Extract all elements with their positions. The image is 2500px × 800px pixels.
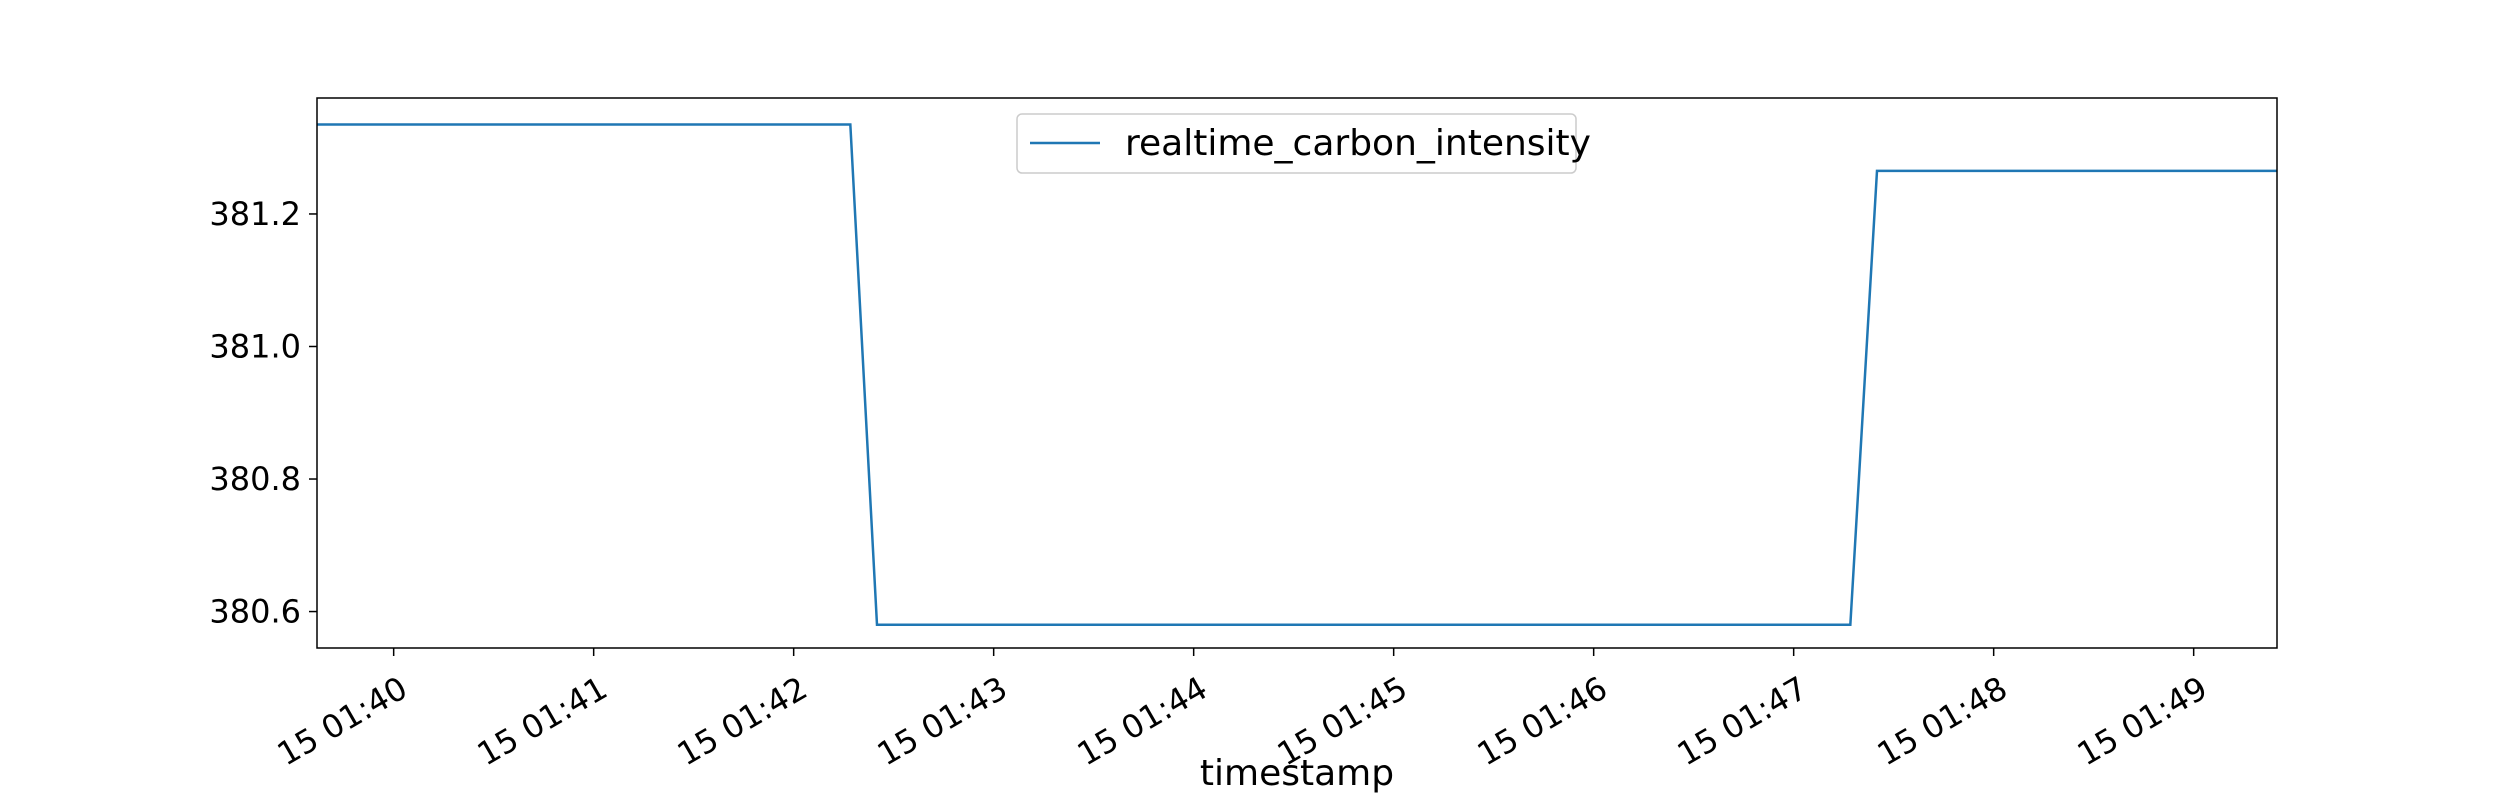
series-line-0 [317, 123, 2277, 627]
y-tick-label: 381.0 [209, 327, 301, 365]
y-tick-label: 380.6 [209, 593, 301, 631]
plot-frame [316, 97, 2278, 649]
x-axis-title: timestamp [1200, 753, 1394, 794]
legend: realtime_carbon_intensity [1016, 113, 1591, 174]
legend-label: realtime_carbon_intensity [1125, 123, 1591, 164]
legend-box [1016, 113, 1577, 174]
y-axis: 380.6 380.8 381.0 381.2 [209, 195, 317, 631]
series-layer [317, 123, 2277, 627]
y-tick-label: 381.2 [209, 195, 301, 233]
y-tick-label: 380.8 [209, 460, 301, 498]
